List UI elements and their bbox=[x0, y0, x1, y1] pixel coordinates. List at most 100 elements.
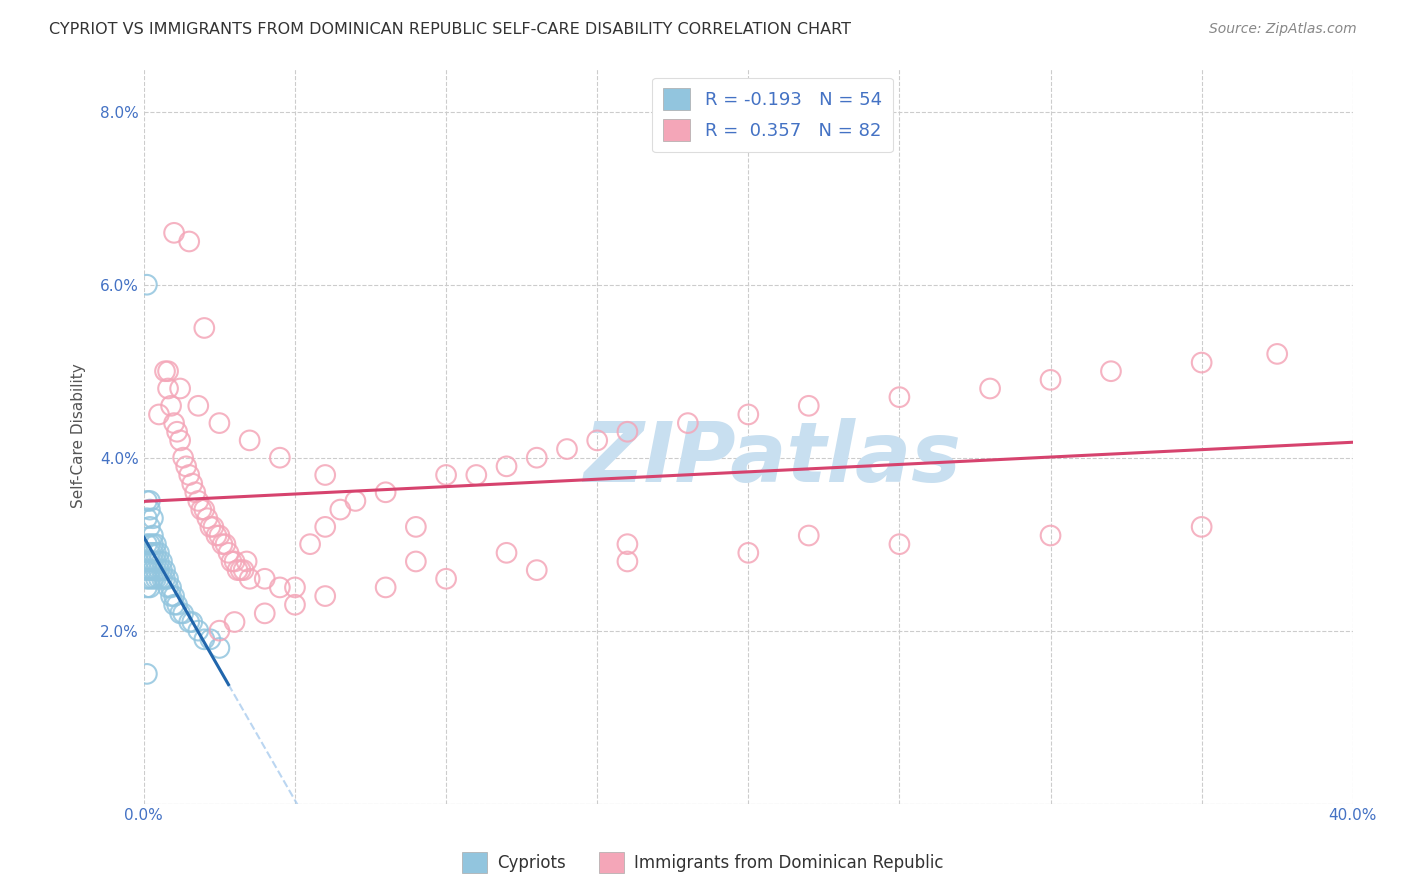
Point bbox=[135, 666, 157, 681]
Point bbox=[193, 632, 215, 647]
Point bbox=[181, 615, 204, 629]
Point bbox=[142, 554, 165, 568]
Point bbox=[224, 615, 246, 629]
Point bbox=[169, 382, 191, 396]
Point bbox=[314, 520, 336, 534]
Point bbox=[495, 546, 517, 560]
Point bbox=[187, 624, 209, 638]
Point bbox=[434, 572, 457, 586]
Point bbox=[1099, 364, 1122, 378]
Point bbox=[145, 572, 167, 586]
Point bbox=[153, 572, 176, 586]
Point bbox=[616, 554, 638, 568]
Point bbox=[1039, 528, 1062, 542]
Point bbox=[163, 589, 186, 603]
Point bbox=[166, 598, 188, 612]
Point bbox=[139, 581, 162, 595]
Point bbox=[314, 467, 336, 482]
Text: ZIPatlas: ZIPatlas bbox=[583, 417, 962, 499]
Point bbox=[139, 572, 162, 586]
Point bbox=[239, 434, 262, 448]
Point bbox=[208, 624, 231, 638]
Point bbox=[211, 537, 233, 551]
Point bbox=[202, 520, 225, 534]
Point bbox=[172, 607, 194, 621]
Point bbox=[135, 554, 157, 568]
Point bbox=[157, 382, 180, 396]
Point bbox=[235, 554, 257, 568]
Point bbox=[187, 494, 209, 508]
Point bbox=[208, 416, 231, 430]
Y-axis label: Self-Care Disability: Self-Care Disability bbox=[72, 364, 86, 508]
Point bbox=[1039, 373, 1062, 387]
Point bbox=[148, 408, 170, 422]
Point bbox=[205, 528, 228, 542]
Point bbox=[179, 615, 201, 629]
Point bbox=[797, 528, 820, 542]
Point bbox=[200, 632, 222, 647]
Point bbox=[1265, 347, 1288, 361]
Point bbox=[139, 537, 162, 551]
Point bbox=[150, 572, 173, 586]
Point bbox=[163, 598, 186, 612]
Point bbox=[148, 554, 170, 568]
Point bbox=[208, 640, 231, 655]
Point bbox=[142, 528, 165, 542]
Point bbox=[555, 442, 578, 456]
Point bbox=[150, 554, 173, 568]
Point bbox=[1191, 520, 1213, 534]
Point bbox=[139, 546, 162, 560]
Point bbox=[616, 425, 638, 439]
Point bbox=[142, 563, 165, 577]
Point bbox=[145, 554, 167, 568]
Point bbox=[184, 485, 207, 500]
Point bbox=[226, 563, 249, 577]
Point bbox=[214, 537, 236, 551]
Point bbox=[148, 572, 170, 586]
Point bbox=[329, 502, 352, 516]
Point bbox=[135, 511, 157, 525]
Point bbox=[139, 520, 162, 534]
Point bbox=[139, 494, 162, 508]
Point bbox=[676, 416, 699, 430]
Point bbox=[889, 390, 911, 404]
Point bbox=[200, 520, 222, 534]
Point bbox=[495, 459, 517, 474]
Text: CYPRIOT VS IMMIGRANTS FROM DOMINICAN REPUBLIC SELF-CARE DISABILITY CORRELATION C: CYPRIOT VS IMMIGRANTS FROM DOMINICAN REP… bbox=[49, 22, 851, 37]
Point bbox=[145, 546, 167, 560]
Point bbox=[139, 554, 162, 568]
Point bbox=[153, 563, 176, 577]
Point bbox=[148, 546, 170, 560]
Point bbox=[526, 450, 548, 465]
Point bbox=[163, 416, 186, 430]
Point bbox=[224, 554, 246, 568]
Point bbox=[169, 607, 191, 621]
Point bbox=[253, 607, 276, 621]
Point bbox=[229, 563, 252, 577]
Point bbox=[174, 459, 197, 474]
Point bbox=[135, 581, 157, 595]
Point bbox=[160, 581, 183, 595]
Point bbox=[193, 321, 215, 335]
Point bbox=[526, 563, 548, 577]
Point bbox=[269, 450, 291, 465]
Point bbox=[172, 450, 194, 465]
Point bbox=[616, 537, 638, 551]
Point bbox=[269, 581, 291, 595]
Point bbox=[253, 572, 276, 586]
Point bbox=[142, 511, 165, 525]
Point bbox=[586, 434, 609, 448]
Point bbox=[157, 581, 180, 595]
Text: Source: ZipAtlas.com: Source: ZipAtlas.com bbox=[1209, 22, 1357, 37]
Point bbox=[142, 572, 165, 586]
Point bbox=[218, 546, 240, 560]
Point bbox=[434, 467, 457, 482]
Point bbox=[284, 581, 307, 595]
Point bbox=[190, 502, 212, 516]
Point bbox=[208, 528, 231, 542]
Point bbox=[405, 520, 427, 534]
Point bbox=[139, 563, 162, 577]
Point bbox=[1191, 355, 1213, 369]
Point bbox=[135, 572, 157, 586]
Point bbox=[135, 537, 157, 551]
